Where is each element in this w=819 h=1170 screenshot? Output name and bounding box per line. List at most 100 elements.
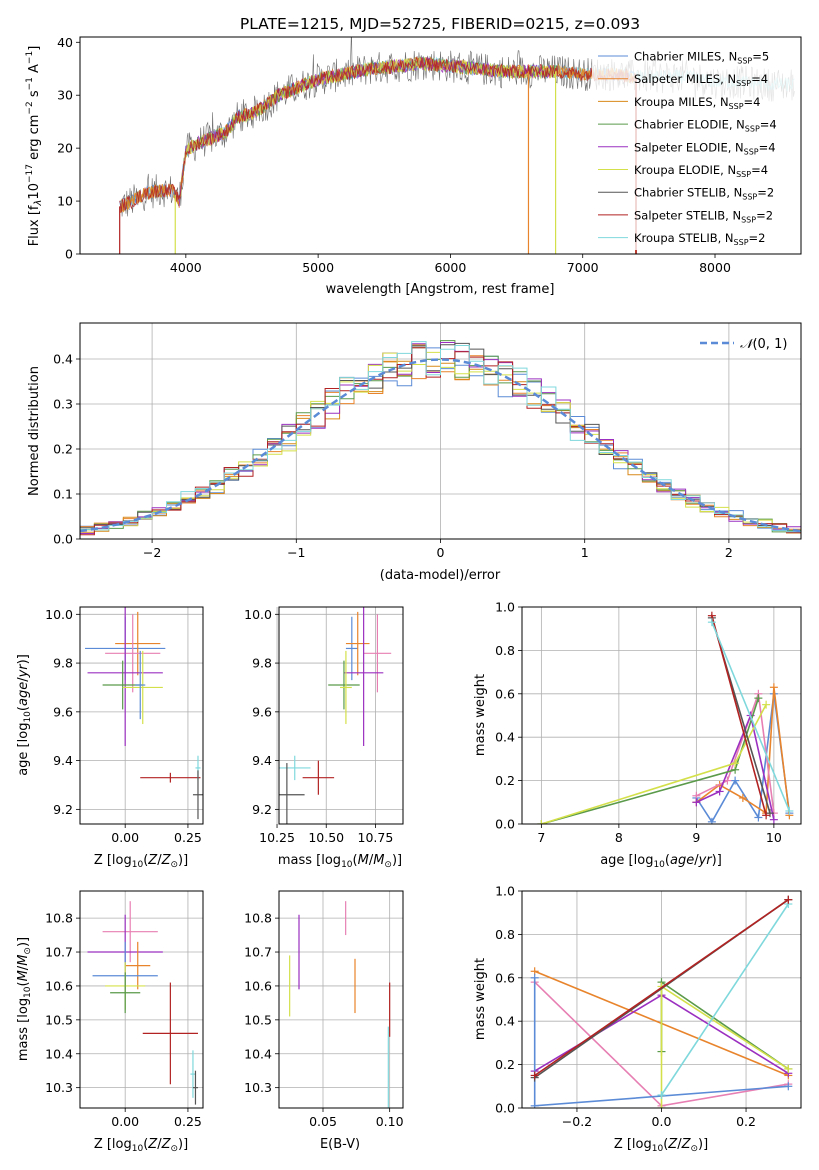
y-tick-label: 0.6 [495,970,515,985]
weight-line [660,903,789,1096]
figure-title: PLATE=1215, MJD=52725, FIBERID=0215, z=0… [240,15,640,33]
mass-age-xlabel: mass [log10(M/M⊙)] [278,853,402,870]
z-weight-lines [530,895,793,1108]
ebv-mass-ticks: 0.05 0.10 10.3 10.4 10.5 10.6 10.7 10.8 [244,911,403,1129]
ebv-mass-panel: 0.05 0.10 10.3 10.4 10.5 10.6 10.7 10.8 E(B-V) [244,890,404,1152]
z-weight-panel: −0.2 0.0 0.2 0.0 0.2 0.4 0.6 0.8 1.0 Z [log10(Z/… [473,884,802,1154]
x-tick-label: 1 [581,545,589,560]
y-tick-label: 10 [57,194,73,209]
normal-curve-legend-label: 𝒩(0, 1) [740,337,787,352]
y-tick-label: 10.7 [244,945,272,960]
spectrum-legend: Chabrier MILES, NSSP=5 Salpeter MILES, NS… [592,44,795,250]
y-tick-label: 0.4 [495,730,515,745]
legend-label: Kroupa ELODIE, NSSP=4 [634,163,768,179]
x-tick-label: −2 [143,545,161,560]
y-tick-label: 0.2 [53,442,73,457]
histogram-legend: 𝒩(0, 1) [700,337,787,352]
z-age-ticks: 0.00 0.25 9.2 9.4 9.6 9.8 10.0 [45,607,202,845]
z-mass-ylabel: mass [log10(M/M⊙)] [16,937,33,1061]
z-age-grid [80,607,203,824]
mass-age-axes-frame [278,606,404,825]
spectrum-panel: 4000 5000 6000 7000 8000 0 10 20 30 40 wavelength… [25,35,802,297]
y-tick-label: 0.4 [495,1014,515,1029]
ebv-mass-grid [279,891,403,1108]
x-tick-label: 0.10 [376,1114,404,1129]
y-tick-label: 0.6 [495,686,515,701]
weight-line [711,615,767,816]
histogram-ticks: −2 −1 0 1 2 0.0 0.1 0.2 0.3 0.4 [53,352,733,561]
histogram-ylabel: Normed distribution [27,366,42,496]
legend-label: Salpeter STELIB, NSSP=2 [634,208,773,224]
ebv-mass-axes-frame [278,890,404,1109]
age-weight-ylabel: mass weight [473,674,488,756]
y-tick-label: 10.8 [244,911,272,926]
z-age-panel: 0.00 0.25 9.2 9.4 9.6 9.8 10.0 Z [log10(Z/Z⊙)]… [16,606,204,870]
y-tick-label: 0.0 [495,1101,515,1116]
y-tick-label: 0.2 [495,773,515,788]
y-tick-label: 10.5 [244,1012,272,1027]
x-tick-label: 0.2 [736,1114,756,1129]
z-weight-xlabel: Z [log10(Z/Z⊙)] [614,1137,708,1154]
spectrum-ticks: 4000 5000 6000 7000 8000 0 10 20 30 40 [57,35,731,275]
spectrum-line [178,57,557,198]
histogram-step [80,342,801,534]
y-tick-label: 10.4 [45,1046,73,1061]
y-tick-label: 10.3 [244,1080,272,1095]
spectrum-line [119,57,636,212]
y-tick-label: 1.0 [495,884,515,899]
x-tick-label: 0.00 [111,1114,139,1129]
weight-line [534,899,789,1077]
normal-curve [80,358,801,533]
y-tick-label: 10.4 [244,1046,272,1061]
spectrum-axes-frame [79,36,802,255]
age-weight-lines [537,611,794,824]
x-tick-label: 9 [692,830,700,845]
spectrum-line [178,56,557,207]
legend-label: Kroupa STELIB, NSSP=2 [634,231,765,247]
histogram-step [80,344,801,535]
y-tick-label: 10.6 [244,978,272,993]
x-tick-label: 2 [725,545,733,560]
x-tick-label: 7 [537,830,545,845]
z-mass-ticks: 0.00 0.25 10.3 10.4 10.5 10.6 10.7 10.8 [45,911,202,1129]
ebv-mass-errorbars [289,901,391,1108]
y-tick-label: 10.0 [45,607,73,622]
x-tick-label: 0.05 [309,1114,337,1129]
z-age-ylabel: age [log10(age/yr)] [16,654,33,776]
y-tick-label: 0.8 [495,643,515,658]
z-mass-axes-frame [79,890,204,1109]
mass-age-panel: 10.25 10.50 10.75 9.2 9.4 9.6 9.8 10.0 mass [lo… [244,606,404,870]
spectrum-ylabel: Flux [fλ10−17 erg cm−2 s−1 A−1] [25,46,44,247]
z-weight-ylabel: mass weight [473,958,488,1040]
spectrum-line [119,55,636,254]
x-tick-label: 0.00 [111,830,139,845]
y-tick-label: 0.1 [53,487,73,502]
y-tick-label: 0.0 [53,532,73,547]
y-tick-label: 10.0 [244,607,272,622]
y-tick-label: 10.7 [45,945,73,960]
y-tick-label: 9.4 [252,753,272,768]
y-tick-label: 0.2 [495,1057,515,1072]
legend-label: Chabrier ELODIE, NSSP=4 [634,118,777,134]
age-weight-panel: 7 8 9 10 0.0 0.2 0.4 0.6 0.8 1.0 age [log10(age/y… [473,600,802,870]
y-tick-label: 9.8 [252,656,272,671]
weight-line [695,687,791,816]
x-tick-label: 5000 [302,260,334,275]
y-tick-label: 1.0 [495,600,515,615]
spectrum-xlabel: wavelength [Angstrom, rest frame] [326,282,555,297]
y-tick-label: 0.4 [53,352,73,367]
age-weight-xlabel: age [log10(age/yr)] [600,853,722,870]
weight-line [695,693,791,824]
y-tick-label: 10.5 [45,1012,73,1027]
x-tick-label: 10.75 [358,830,394,845]
y-tick-label: 10.3 [45,1080,73,1095]
y-tick-label: 9.2 [53,802,73,817]
legend-label: Salpeter MILES, NSSP=4 [634,72,768,88]
x-tick-label: 0.0 [652,1114,672,1129]
weight-line [696,712,775,820]
x-tick-label: 10.25 [259,830,295,845]
z-age-axes-frame [79,606,204,825]
histogram-xlabel: (data-model)/error [380,568,501,583]
x-tick-label: 7000 [567,260,599,275]
